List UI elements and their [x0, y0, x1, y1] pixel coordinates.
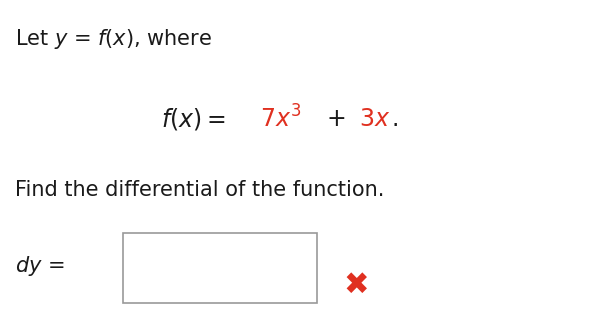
- Text: $f(x) =$: $f(x) =$: [161, 106, 226, 132]
- Text: $7x^3$: $7x^3$: [260, 106, 301, 133]
- Text: Let $y$ = $f(x)$, where: Let $y$ = $f(x)$, where: [15, 27, 212, 51]
- Text: Find the differential of the function.: Find the differential of the function.: [15, 180, 385, 200]
- Text: ✖: ✖: [344, 270, 370, 299]
- Text: $dy$ =: $dy$ =: [15, 254, 65, 278]
- Text: $3x$: $3x$: [359, 107, 390, 131]
- Bar: [123, 233, 317, 303]
- Text: .: .: [392, 107, 399, 131]
- Text: $+$: $+$: [326, 107, 345, 131]
